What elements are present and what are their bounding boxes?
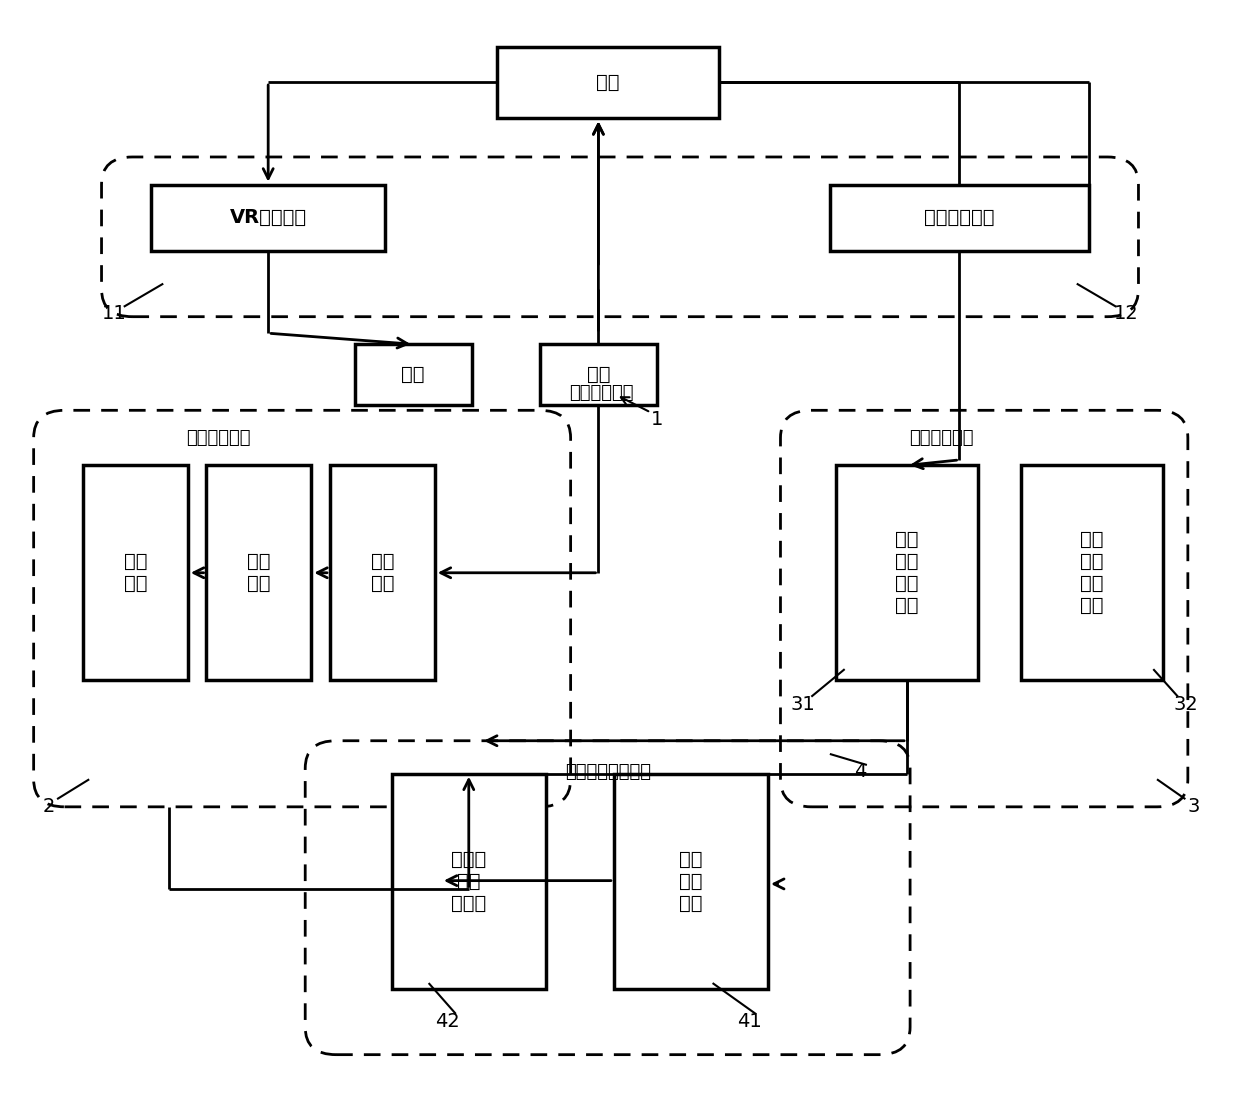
Text: 数据处理控制模块: 数据处理控制模块	[564, 763, 651, 780]
Text: 参数
分析
单元: 参数 分析 单元	[680, 850, 703, 912]
Text: 患者: 患者	[596, 73, 620, 92]
Text: 4: 4	[854, 762, 867, 782]
FancyBboxPatch shape	[207, 465, 311, 680]
FancyBboxPatch shape	[836, 465, 978, 680]
Text: 场景监
测跟
转单元: 场景监 测跟 转单元	[451, 850, 486, 912]
FancyBboxPatch shape	[830, 185, 1089, 250]
Text: 主观
情绪
信息
单元: 主观 情绪 信息 单元	[1080, 530, 1104, 615]
Text: VR头显设备: VR头显设备	[229, 208, 306, 227]
Text: 行为: 行为	[402, 365, 425, 384]
FancyBboxPatch shape	[151, 185, 386, 250]
Text: 12: 12	[1114, 304, 1138, 323]
Text: 42: 42	[435, 1012, 460, 1031]
Text: 1: 1	[651, 410, 663, 428]
Text: 31: 31	[790, 695, 815, 714]
FancyBboxPatch shape	[83, 465, 188, 680]
Text: 3: 3	[1188, 797, 1200, 816]
Text: 2: 2	[42, 797, 55, 816]
FancyBboxPatch shape	[539, 344, 657, 405]
Text: 交互设备模块: 交互设备模块	[569, 384, 634, 402]
Text: 内容: 内容	[587, 365, 610, 384]
Text: 11: 11	[102, 304, 126, 323]
Text: 数据采集模块: 数据采集模块	[909, 428, 973, 447]
Text: 虚拟场景模块: 虚拟场景模块	[186, 428, 250, 447]
FancyBboxPatch shape	[330, 465, 435, 680]
FancyBboxPatch shape	[1022, 465, 1163, 680]
Text: 生理手环设备: 生理手环设备	[924, 208, 994, 227]
Text: 第二
级别: 第二 级别	[247, 552, 270, 593]
FancyBboxPatch shape	[614, 774, 768, 989]
Text: 实时
生理
信息
单元: 实时 生理 信息 单元	[895, 530, 919, 615]
Text: 41: 41	[738, 1012, 763, 1031]
Text: 32: 32	[1173, 695, 1198, 714]
FancyBboxPatch shape	[355, 344, 472, 405]
FancyBboxPatch shape	[392, 774, 546, 989]
FancyBboxPatch shape	[496, 46, 719, 118]
Text: 第三
级别: 第三 级别	[124, 552, 148, 593]
Text: 第一
级别: 第一 级别	[371, 552, 394, 593]
